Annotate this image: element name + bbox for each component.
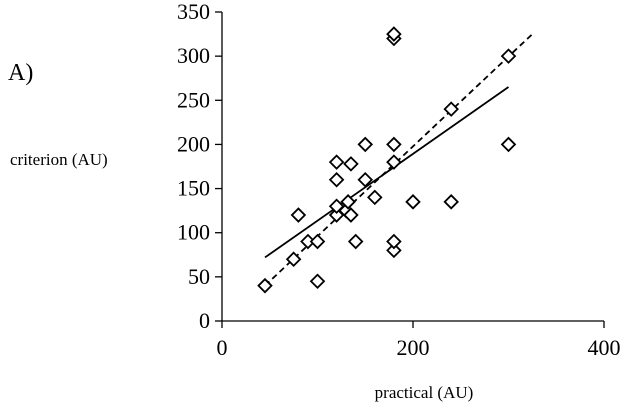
data-point <box>343 156 359 172</box>
y-tick-label: 150 <box>177 176 210 201</box>
data-point <box>386 242 402 259</box>
data-point <box>285 251 302 267</box>
data-point <box>386 154 402 170</box>
data-point <box>500 136 517 153</box>
data-point <box>309 273 326 290</box>
y-tick-label: 0 <box>199 308 210 333</box>
solid-trend-line <box>264 86 510 259</box>
data-point <box>328 171 345 188</box>
data-point <box>309 233 326 250</box>
data-point <box>357 136 374 153</box>
y-tick-label: 250 <box>177 87 210 112</box>
data-point <box>405 194 421 210</box>
x-tick-label: 0 <box>217 335 228 360</box>
data-point <box>500 48 517 64</box>
y-tick-label: 50 <box>188 264 210 289</box>
data-point <box>347 233 364 250</box>
data-point <box>367 189 383 206</box>
data-point <box>290 207 307 223</box>
data-point <box>443 101 459 117</box>
data-point <box>386 233 402 250</box>
data-points <box>257 26 517 294</box>
y-tick-label: 100 <box>177 220 210 245</box>
y-tick-label: 350 <box>177 0 210 24</box>
x-tick-label: 400 <box>588 335 621 360</box>
x-tick-label: 200 <box>397 335 430 360</box>
data-point <box>386 26 402 42</box>
axes: 0 50 100 150 200 250 300 350 0 200 400 <box>177 0 621 360</box>
data-point <box>443 194 459 210</box>
data-point <box>257 277 273 294</box>
panel-label: A) <box>8 60 33 86</box>
y-axis-label: criterion (AU) <box>10 150 108 169</box>
y-tick-label: 200 <box>177 131 210 156</box>
data-point <box>328 154 345 170</box>
data-point <box>340 194 356 210</box>
y-tick-label: 300 <box>177 43 210 68</box>
data-point <box>386 136 402 153</box>
data-point <box>357 171 374 188</box>
x-axis-label: practical (AU) <box>375 383 474 402</box>
data-point <box>343 207 359 223</box>
